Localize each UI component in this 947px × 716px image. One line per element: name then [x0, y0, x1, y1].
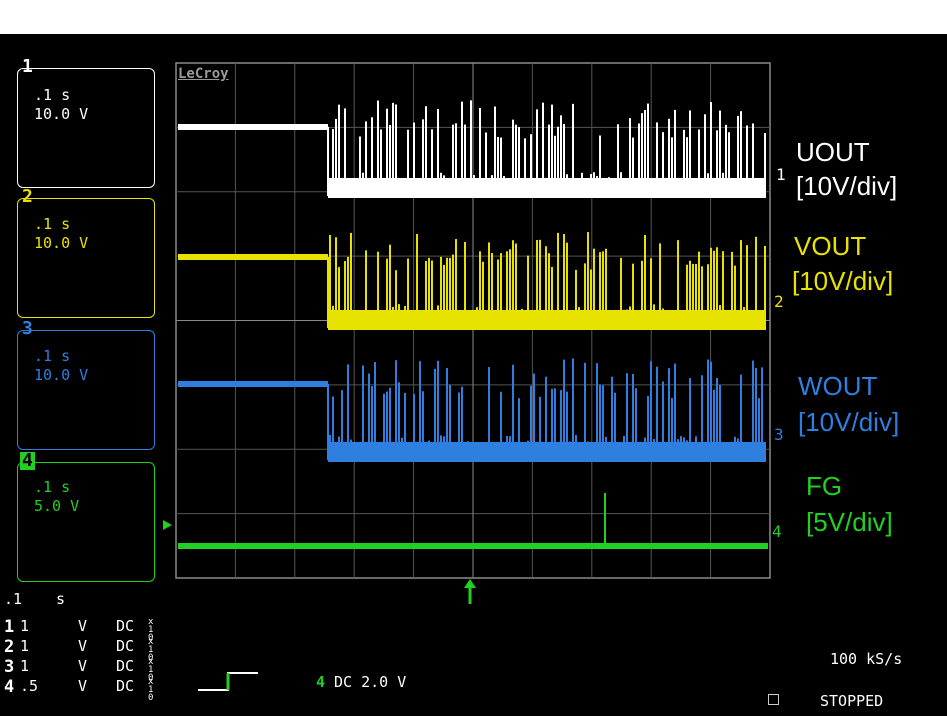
channel-2-number: 2 — [22, 186, 33, 207]
coupling-row-3-scale: 1 — [20, 657, 30, 675]
trace-3-marker: 3 — [774, 425, 784, 444]
top-banner — [0, 0, 947, 34]
fg-trace — [178, 543, 768, 549]
channel-2-volts: 10.0 V — [34, 234, 89, 252]
channel-2-box[interactable] — [17, 198, 155, 318]
uout-trace — [178, 100, 766, 198]
trace-1-title: UOUT — [796, 137, 870, 167]
coupling-row-1-probe: x10 — [148, 617, 154, 643]
sample-rate: 100 kS/s — [830, 650, 903, 668]
channel-1-number: 1 — [22, 56, 33, 77]
channel-1-volts: 10.0 V — [34, 105, 89, 123]
trace-2-scale: [10V/div] — [792, 266, 894, 296]
brand-logo: LeCroy — [178, 66, 229, 82]
vout-trace — [178, 232, 766, 330]
trace-1-marker: 1 — [776, 165, 786, 184]
trace-2-title: VOUT — [794, 231, 867, 261]
coupling-row-3-unit: V — [78, 657, 88, 675]
channel-4-time: .1 s — [34, 478, 71, 496]
coupling-row-4-probe: x10 — [148, 677, 154, 703]
coupling-row-4-unit: V — [78, 677, 88, 695]
coupling-row-1-scale: 1 — [20, 617, 30, 635]
channel-1-time: .1 s — [34, 86, 71, 104]
channel-3-time: .1 s — [34, 347, 71, 365]
coupling-row-3-num: 3 — [4, 657, 15, 677]
trace-1-scale: [10V/div] — [796, 171, 898, 201]
trigger-level: DC 2.0 V — [334, 673, 407, 691]
channel-4-box[interactable] — [17, 462, 155, 582]
channel-4-number: 4 — [20, 450, 35, 471]
coupling-row-2-unit: V — [78, 637, 88, 655]
acquisition-status: STOPPED — [820, 692, 884, 710]
trace-4-title: FG — [806, 471, 843, 501]
trigger-position-arrowhead — [464, 579, 476, 588]
coupling-row-4-mode: DC — [116, 677, 135, 695]
fg-level-marker — [163, 520, 172, 530]
coupling-row-4-scale: .5 — [20, 677, 39, 695]
channel-3-number: 3 — [22, 318, 33, 339]
coupling-row-1-num: 1 — [4, 617, 15, 637]
coupling-row-2-mode: DC — [116, 637, 135, 655]
trace-3-title: WOUT — [798, 371, 878, 401]
coupling-row-1-mode: DC — [116, 617, 135, 635]
coupling-row-4-num: 4 — [4, 677, 15, 697]
channel-3-volts: 10.0 V — [34, 366, 89, 384]
channel-1-box[interactable] — [17, 68, 155, 188]
coupling-row-2-num: 2 — [4, 637, 15, 657]
trace-4-marker: 4 — [772, 522, 782, 541]
channel-2-time: .1 s — [34, 215, 71, 233]
coupling-row-2-scale: 1 — [20, 637, 30, 655]
trace-2-marker: 2 — [774, 292, 784, 311]
channel-3-box[interactable] — [17, 330, 155, 450]
coupling-row-2-probe: x10 — [148, 637, 154, 663]
trace-4-scale: [5V/div] — [806, 507, 893, 537]
coupling-row-3-probe: x10 — [148, 657, 154, 683]
trigger-channel: 4 — [316, 673, 326, 691]
status-square-icon — [768, 694, 779, 705]
channel-4-volts: 5.0 V — [34, 497, 80, 515]
wout-trace — [178, 358, 766, 462]
coupling-row-1-unit: V — [78, 617, 88, 635]
timebase-value: .1 — [4, 590, 23, 608]
coupling-row-3-mode: DC — [116, 657, 135, 675]
timebase-unit: s — [56, 590, 66, 608]
trace-3-scale: [10V/div] — [798, 407, 900, 437]
